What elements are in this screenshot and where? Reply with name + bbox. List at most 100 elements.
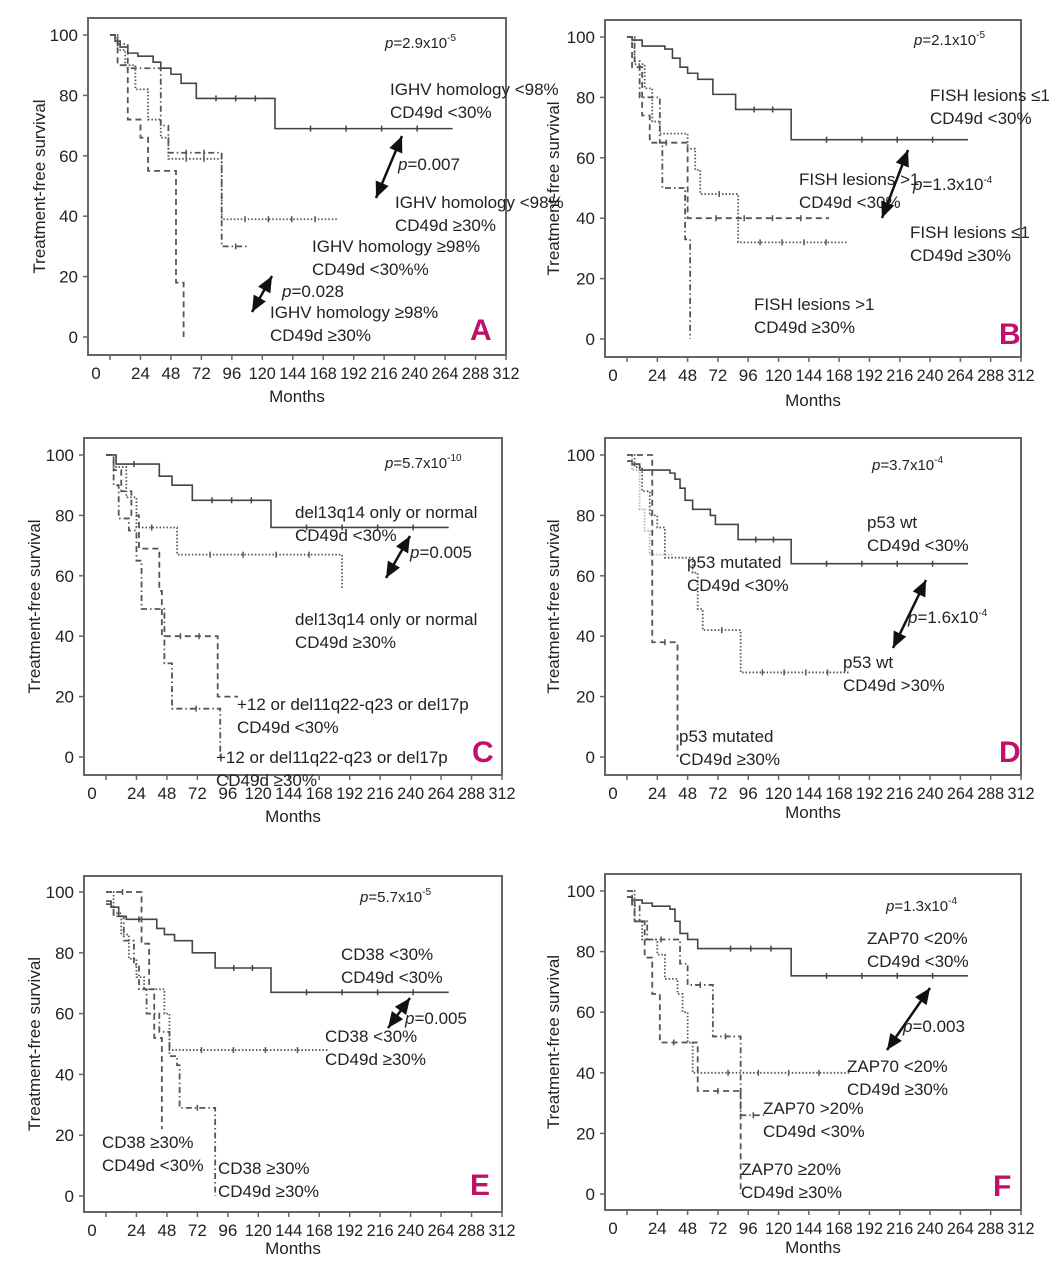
y-tick-label: 60 — [59, 147, 78, 166]
x-tick-label: 24 — [131, 364, 150, 383]
x-tick-label: 24 — [648, 366, 667, 385]
x-tick-label: 144 — [275, 1221, 302, 1240]
survival-curve-1 — [627, 36, 968, 141]
km-panel-f: 0 20 40 60 80 100 0 24 48 72 96 120 144 168 192 216 240 2… — [531, 840, 1062, 1260]
curve-label: CD49d >30% — [843, 676, 945, 695]
curve-label: CD49d ≥30% — [754, 318, 855, 337]
overall-p-value: p=3.7x10-4 — [871, 455, 943, 474]
curve-label: CD38 <30% — [325, 1027, 417, 1046]
x-tick-label: 192 — [856, 784, 883, 803]
x-tick-label: 264 — [947, 1219, 974, 1238]
curve-label: ZAP70 <20% — [847, 1057, 948, 1076]
plot-frame — [604, 873, 1022, 1211]
curve-label: p53 wt — [843, 653, 893, 672]
x-tick-label: 192 — [856, 366, 883, 385]
x-axis-title: Months — [269, 387, 325, 406]
curve-label: CD49d ≥30% — [216, 771, 317, 790]
km-panel-e: 0 20 40 60 80 100 0 24 48 72 96 120 144 168 192 216 240 2… — [0, 840, 531, 1260]
panel-letter: C — [472, 736, 494, 769]
curve-label: ZAP70 <20% — [867, 929, 968, 948]
y-tick-label: 0 — [586, 330, 595, 349]
curve-label: +12 or del11q22-q23 or del17p — [216, 748, 448, 767]
x-tick-label: 312 — [493, 364, 520, 383]
curve-label: CD49d ≥30% — [295, 633, 396, 652]
curve-label: CD49d ≥30% — [325, 1050, 426, 1069]
x-tick-label: 288 — [458, 784, 485, 803]
curve-label: FISH lesions ≤1 — [910, 223, 1030, 242]
x-tick-label: 168 — [310, 364, 337, 383]
survival-curve-3 — [627, 890, 766, 1117]
plot-frame — [604, 19, 1022, 358]
survival-curve-4 — [106, 454, 222, 757]
x-tick-label: 264 — [947, 366, 974, 385]
x-tick-label: 120 — [245, 1221, 272, 1240]
curve-label: CD49d <30% — [799, 193, 901, 212]
x-tick-label: 312 — [489, 1221, 516, 1240]
pairwise-p-value: p=0.007 — [397, 155, 460, 174]
curve-label: CD49d ≥30% — [270, 326, 371, 345]
x-tick-label: 0 — [608, 366, 617, 385]
y-tick-label: 20 — [55, 1126, 74, 1145]
x-tick-label: 216 — [371, 364, 398, 383]
y-tick-label: 60 — [576, 1003, 595, 1022]
curve-label: IGHV homology ≥98% — [312, 237, 480, 256]
x-tick-label: 240 — [397, 784, 424, 803]
x-tick-label: 72 — [188, 1221, 207, 1240]
curve-label: CD38 <30% — [341, 945, 433, 964]
x-tick-label: 192 — [336, 1221, 363, 1240]
x-tick-label: 168 — [826, 366, 853, 385]
x-tick-label: 120 — [245, 784, 272, 803]
x-tick-label: 48 — [678, 784, 697, 803]
x-axis-title: Months — [265, 807, 321, 826]
pairwise-p-value: p=0.028 — [281, 282, 344, 301]
x-tick-label: 48 — [157, 1221, 176, 1240]
x-tick-label: 24 — [648, 1219, 667, 1238]
curve-label: p53 mutated — [679, 727, 774, 746]
x-tick-label: 96 — [218, 784, 237, 803]
survival-curve-1 — [627, 896, 968, 977]
y-tick-label: 100 — [567, 446, 595, 465]
y-axis-title: Treatment-free survival — [544, 519, 563, 693]
x-tick-label: 96 — [222, 364, 241, 383]
x-axis-title: Months — [265, 1239, 321, 1258]
survival-curve-4 — [627, 36, 692, 339]
curve-label: p53 mutated — [687, 553, 782, 572]
x-tick-label: 0 — [87, 784, 96, 803]
y-tick-label: 20 — [576, 270, 595, 289]
y-tick-label: 60 — [55, 1005, 74, 1024]
curve-label: CD49d <30% — [237, 718, 339, 737]
x-tick-label: 192 — [340, 364, 367, 383]
survival-curve-1 — [106, 900, 449, 994]
y-tick-label: 0 — [65, 748, 74, 767]
x-tick-label: 168 — [826, 784, 853, 803]
comparison-arrow — [384, 535, 412, 579]
curve-label: CD49d <30% — [295, 526, 397, 545]
x-tick-label: 120 — [765, 784, 792, 803]
y-tick-label: 80 — [55, 944, 74, 963]
overall-p-value: p=5.7x10-10 — [384, 453, 462, 472]
survival-curve-4 — [106, 903, 217, 1196]
curve-label: CD49d <30% — [930, 109, 1032, 128]
x-tick-label: 264 — [432, 364, 459, 383]
x-tick-label: 24 — [127, 1221, 146, 1240]
curve-label: CD49d <30% — [390, 103, 492, 122]
survival-curve-2 — [110, 34, 339, 221]
x-tick-label: 312 — [1008, 366, 1035, 385]
survival-curve-4 — [110, 34, 185, 337]
x-tick-label: 96 — [218, 1221, 237, 1240]
comparison-arrow — [885, 987, 932, 1051]
x-tick-label: 168 — [306, 784, 333, 803]
x-tick-label: 264 — [947, 784, 974, 803]
plot-frame — [83, 875, 503, 1213]
y-tick-label: 0 — [65, 1187, 74, 1206]
curve-label: CD38 ≥30% — [218, 1159, 310, 1178]
x-tick-label: 96 — [739, 784, 758, 803]
y-tick-label: 20 — [55, 688, 74, 707]
y-tick-label: 100 — [567, 882, 595, 901]
x-tick-label: 144 — [795, 366, 822, 385]
y-tick-label: 20 — [59, 268, 78, 287]
